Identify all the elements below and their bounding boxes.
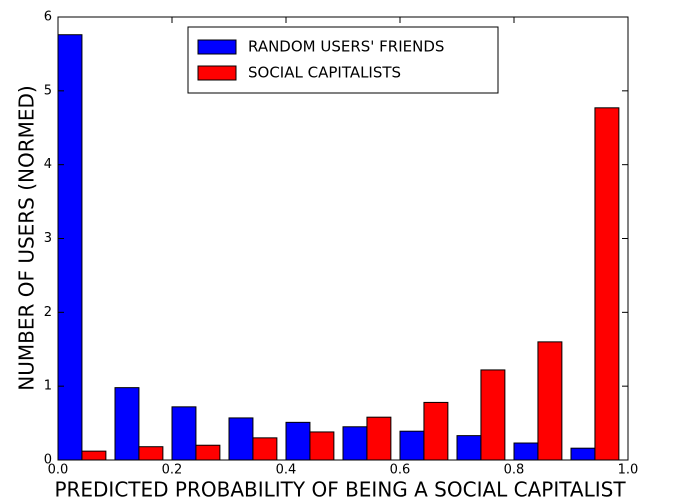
bar bbox=[114, 387, 140, 461]
y-tick-label: 3 bbox=[44, 231, 52, 246]
legend-swatch bbox=[197, 39, 237, 55]
bar bbox=[513, 442, 539, 461]
legend bbox=[187, 26, 499, 94]
y-tick-label: 5 bbox=[44, 83, 52, 98]
bar bbox=[252, 437, 278, 461]
bar bbox=[195, 444, 221, 461]
x-tick-label: 0.6 bbox=[390, 463, 411, 478]
x-axis-label: PREDICTED PROBABILITY OF BEING A SOCIAL … bbox=[54, 478, 626, 502]
y-tick-label: 4 bbox=[44, 157, 52, 172]
bar bbox=[138, 446, 164, 461]
bar bbox=[285, 421, 311, 461]
bar bbox=[570, 447, 596, 461]
bar bbox=[342, 426, 368, 461]
x-tick-label: 0.2 bbox=[162, 463, 183, 478]
y-tick-label: 1 bbox=[44, 379, 52, 394]
bar bbox=[81, 450, 107, 461]
x-tick-label: 0.8 bbox=[504, 463, 525, 478]
bar bbox=[423, 401, 449, 461]
bar bbox=[537, 341, 563, 461]
bar bbox=[57, 34, 83, 461]
y-tick-label: 6 bbox=[44, 10, 52, 25]
y-tick-label: 0 bbox=[44, 453, 52, 468]
bar bbox=[228, 417, 254, 461]
y-tick-label: 2 bbox=[44, 305, 52, 320]
legend-label: RANDOM USERS' FRIENDS bbox=[248, 38, 444, 56]
bar bbox=[594, 107, 620, 461]
bar bbox=[171, 406, 197, 461]
bar bbox=[366, 416, 392, 461]
legend-swatch bbox=[197, 65, 237, 81]
bar bbox=[309, 431, 335, 461]
x-tick-label: 1.0 bbox=[618, 463, 639, 478]
bar bbox=[480, 369, 506, 461]
bar bbox=[456, 435, 482, 461]
legend-label: SOCIAL CAPITALISTS bbox=[248, 64, 401, 82]
x-tick-label: 0.4 bbox=[276, 463, 297, 478]
y-axis-label: NUMBER OF USERS (NORMED) bbox=[15, 85, 39, 391]
bar bbox=[399, 430, 425, 461]
x-tick-label: 0.0 bbox=[48, 463, 69, 478]
